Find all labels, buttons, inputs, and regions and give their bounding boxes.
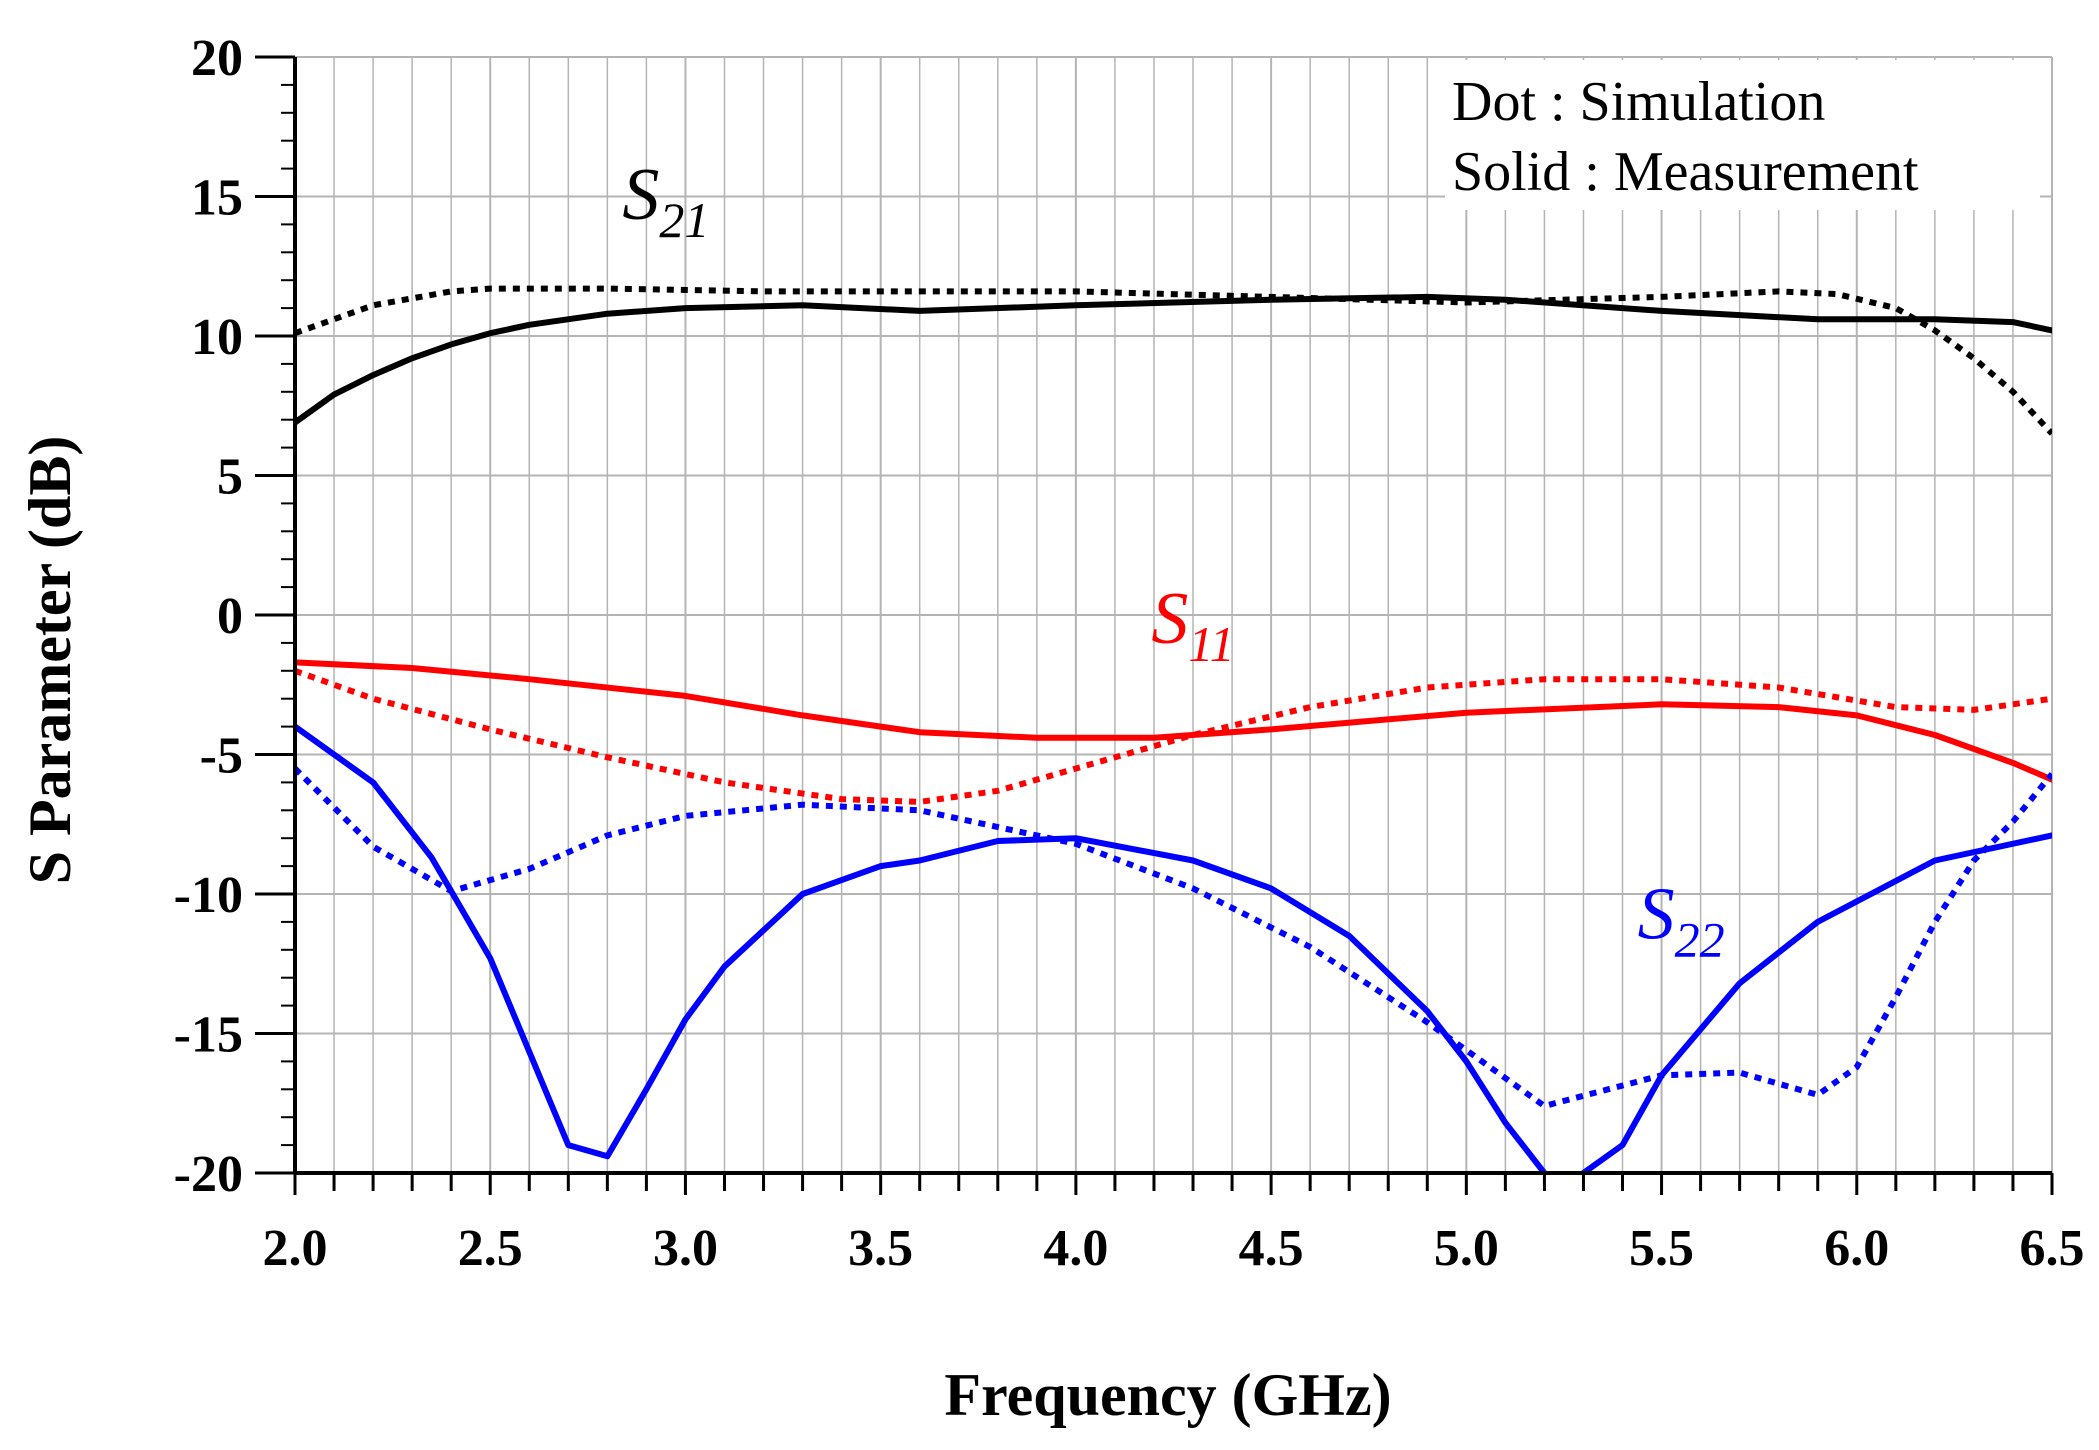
y-tick-label: -5: [200, 728, 243, 785]
legend-background: [1445, 60, 2040, 210]
legend-measurement: Solid : Measurement: [1452, 141, 1919, 203]
x-tick-label: 3.5: [848, 1220, 913, 1277]
y-tick-label: 5: [217, 449, 243, 506]
x-axis-title: Frequency (GHz): [944, 1362, 1391, 1428]
tick-labels: 20 15 10 5 0 -5 -10 -15 -20 2.0 2.5 3.0 3.5 4.0 4.5 5.0…: [174, 30, 2085, 1277]
x-tick-label: 2.0: [263, 1220, 328, 1277]
x-tick-label: 2.5: [458, 1220, 523, 1277]
x-tick-label: 5.0: [1434, 1220, 1499, 1277]
label-s22: S22: [1638, 874, 1725, 968]
series-s21-simulation: [295, 285, 2052, 436]
y-tick-label: 10: [191, 309, 243, 366]
label-s11: S11: [1151, 578, 1234, 672]
series-s22-measurement: [295, 723, 2052, 1173]
x-tick-label: 5.5: [1629, 1220, 1694, 1277]
x-tick-label: 4.0: [1043, 1220, 1108, 1277]
y-tick-label: 0: [217, 588, 243, 645]
y-tick-label: -15: [174, 1007, 243, 1064]
y-tick-label: 15: [191, 170, 243, 227]
x-tick-label: 3.0: [653, 1220, 718, 1277]
series-s22-simulation: [295, 766, 2052, 1109]
legend-simulation: Dot : Simulation: [1452, 71, 1825, 133]
x-tick-label: 6.5: [2020, 1220, 2085, 1277]
y-tick-label: -10: [174, 867, 243, 924]
series-group: [295, 285, 2052, 1173]
series-s11-measurement: [295, 659, 2052, 783]
y-axis-title: S Parameter (dB): [17, 436, 83, 885]
y-tick-label: 20: [191, 30, 243, 87]
x-tick-label: 6.0: [1824, 1220, 1889, 1277]
x-tick-label: 4.5: [1239, 1220, 1304, 1277]
label-s21: S21: [622, 154, 709, 248]
axes: [255, 55, 2054, 1195]
series-s21-measurement: [295, 293, 2052, 426]
curve-annotations: S21 S11 S22: [622, 154, 1724, 968]
y-tick-label: -20: [174, 1146, 243, 1203]
